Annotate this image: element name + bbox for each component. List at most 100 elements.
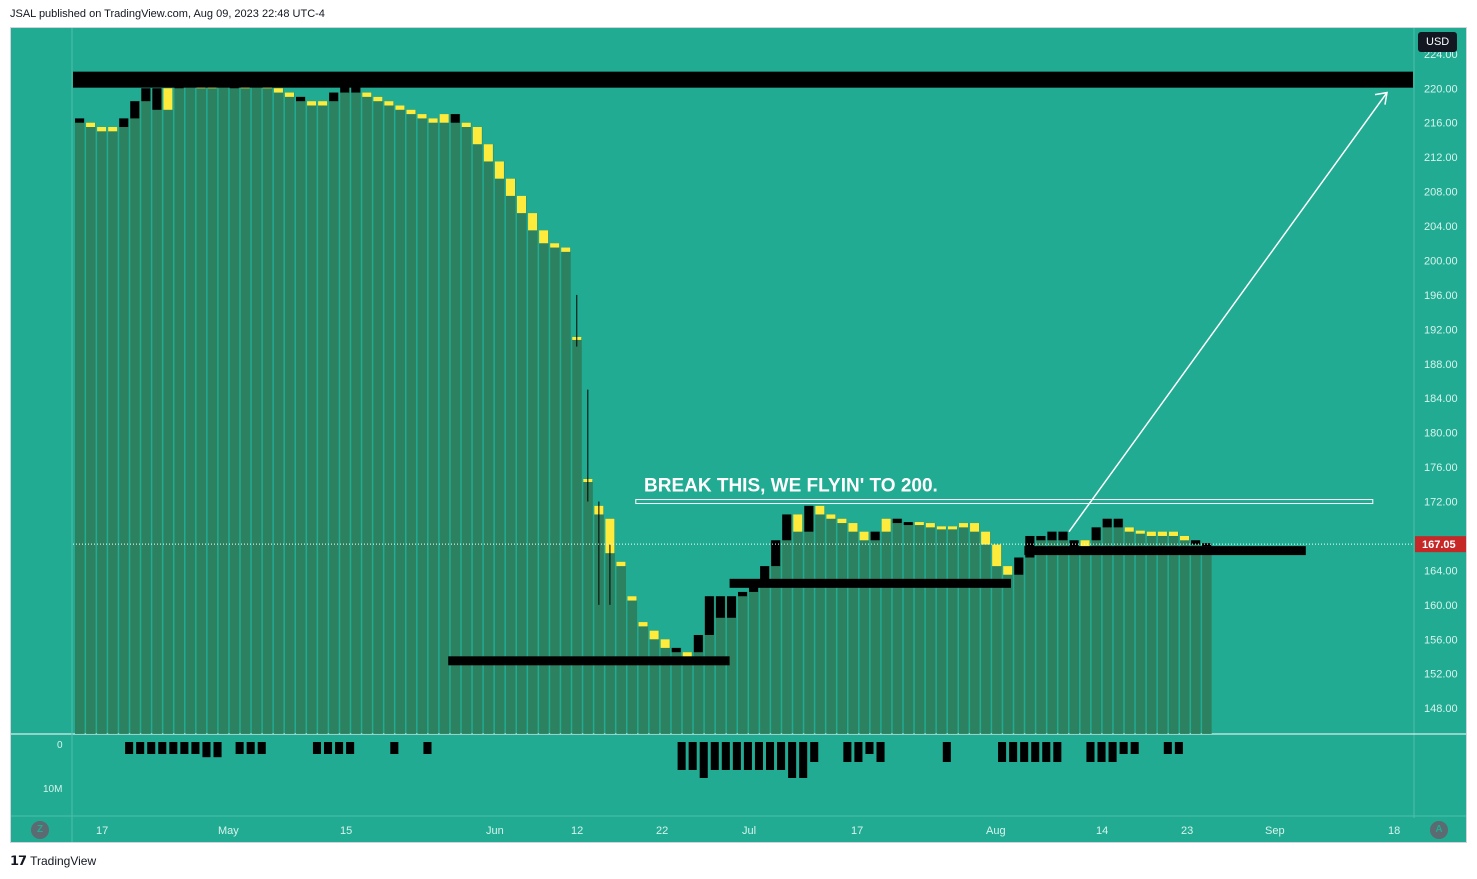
- price-column: [1180, 535, 1190, 734]
- price-column: [439, 114, 450, 735]
- price-column: [859, 531, 870, 734]
- price-column: [494, 161, 505, 734]
- candle-body: [815, 505, 825, 515]
- x-tick-label: 12: [571, 825, 583, 837]
- price-column: [517, 195, 527, 734]
- x-tick-label: 23: [1181, 825, 1193, 837]
- candle-body: [925, 523, 935, 528]
- candle-body: [914, 522, 924, 526]
- y-tick-label: 212.00: [1424, 152, 1458, 164]
- y-tick-label: 200.00: [1424, 255, 1458, 267]
- volume-bar: [125, 742, 134, 754]
- price-column: [1091, 527, 1102, 734]
- y-tick-label: 192.00: [1424, 324, 1458, 336]
- currency-button[interactable]: USD: [1418, 32, 1458, 52]
- candle-body: [296, 96, 306, 102]
- y-tick-label: 208.00: [1424, 187, 1458, 199]
- resistance-box: [635, 499, 1374, 505]
- price-column: [483, 144, 494, 735]
- price-column: [351, 79, 361, 734]
- y-tick-label: 188.00: [1424, 359, 1458, 371]
- volume-bar: [335, 742, 344, 754]
- candle-body: [970, 523, 980, 532]
- candle-body: [1113, 518, 1123, 528]
- x-tick-label: 14: [1096, 825, 1108, 837]
- price-column: [870, 531, 881, 734]
- candle-body: [284, 92, 294, 97]
- candle-body: [550, 243, 560, 248]
- price-column: [362, 92, 372, 734]
- price-column: [1202, 544, 1212, 734]
- volume-bar: [191, 742, 200, 754]
- y-tick-label: 176.00: [1424, 462, 1458, 474]
- volume-bar: [1130, 742, 1139, 754]
- candle-body: [992, 544, 1002, 567]
- candle-body: [417, 114, 427, 119]
- price-column: [450, 114, 461, 735]
- candle-body: [108, 127, 118, 132]
- volume-bar: [312, 742, 321, 754]
- volume-bar: [998, 742, 1007, 762]
- price-column: [782, 514, 792, 734]
- volume-bar: [677, 742, 686, 770]
- footer-brand[interactable]: TradingView: [30, 854, 97, 868]
- price-column: [461, 122, 472, 734]
- price-column: [141, 88, 151, 734]
- volume-bar: [147, 742, 156, 754]
- price-column: [1025, 535, 1035, 734]
- candle-body: [505, 178, 515, 196]
- candle-body: [1014, 557, 1024, 575]
- footer: 𝟭𝟳 TradingView: [10, 853, 96, 869]
- y-tick-label: 220.00: [1424, 83, 1458, 95]
- price-column: [594, 505, 604, 734]
- volume-bar: [865, 742, 874, 754]
- y-tick-label: 216.00: [1424, 118, 1458, 130]
- candle-body: [86, 122, 96, 128]
- zoom-button[interactable]: Z: [31, 821, 49, 839]
- price-column: [395, 105, 405, 735]
- volume-bar: [743, 742, 752, 770]
- volume-bar: [721, 742, 730, 770]
- candle-body: [373, 96, 383, 102]
- price-column: [660, 639, 671, 734]
- price-column: [616, 561, 626, 734]
- candle-body: [472, 127, 482, 145]
- candle-body: [1080, 540, 1090, 549]
- candle-body: [1146, 531, 1156, 536]
- published-caption: JSAL published on TradingView.com, Aug 0…: [10, 8, 325, 20]
- x-tick-label: 22: [656, 825, 668, 837]
- price-column: [284, 92, 295, 734]
- candle-body: [439, 114, 449, 123]
- level-line: [73, 71, 1413, 88]
- price-column: [1036, 535, 1046, 734]
- price-column: [760, 566, 770, 734]
- price-column: [251, 79, 262, 734]
- candle-body: [395, 105, 405, 110]
- candle-body: [1058, 531, 1068, 541]
- arrow-head: [1374, 91, 1388, 105]
- x-tick-label: 18: [1388, 825, 1400, 837]
- price-column: [936, 527, 947, 734]
- candle-body: [494, 161, 504, 179]
- auto-scale-button[interactable]: A: [1430, 821, 1448, 839]
- candle-body: [826, 514, 836, 519]
- price-chart[interactable]: BREAK THIS, WE FLYIN' TO 200.167.05224.0…: [11, 28, 1466, 842]
- price-column: [892, 518, 903, 734]
- volume-bar: [688, 742, 697, 770]
- candle-body: [704, 596, 714, 635]
- candle-body: [903, 522, 913, 526]
- price-column: [1003, 566, 1013, 734]
- candle-body: [605, 518, 615, 554]
- chart-panel[interactable]: BREAK THIS, WE FLYIN' TO 200. 167.05 224.0…: [10, 27, 1467, 843]
- price-column: [273, 88, 284, 734]
- volume-bar: [1119, 742, 1128, 754]
- price-column: [163, 88, 173, 734]
- price-column: [86, 122, 96, 734]
- candle-body: [1069, 540, 1079, 549]
- price-column: [1157, 531, 1168, 734]
- annotation-text: BREAK THIS, WE FLYIN' TO 200.: [644, 476, 938, 497]
- candle-body: [362, 92, 372, 97]
- price-column: [240, 83, 251, 735]
- candle-body: [307, 101, 317, 106]
- y-tick-label: 204.00: [1424, 221, 1458, 233]
